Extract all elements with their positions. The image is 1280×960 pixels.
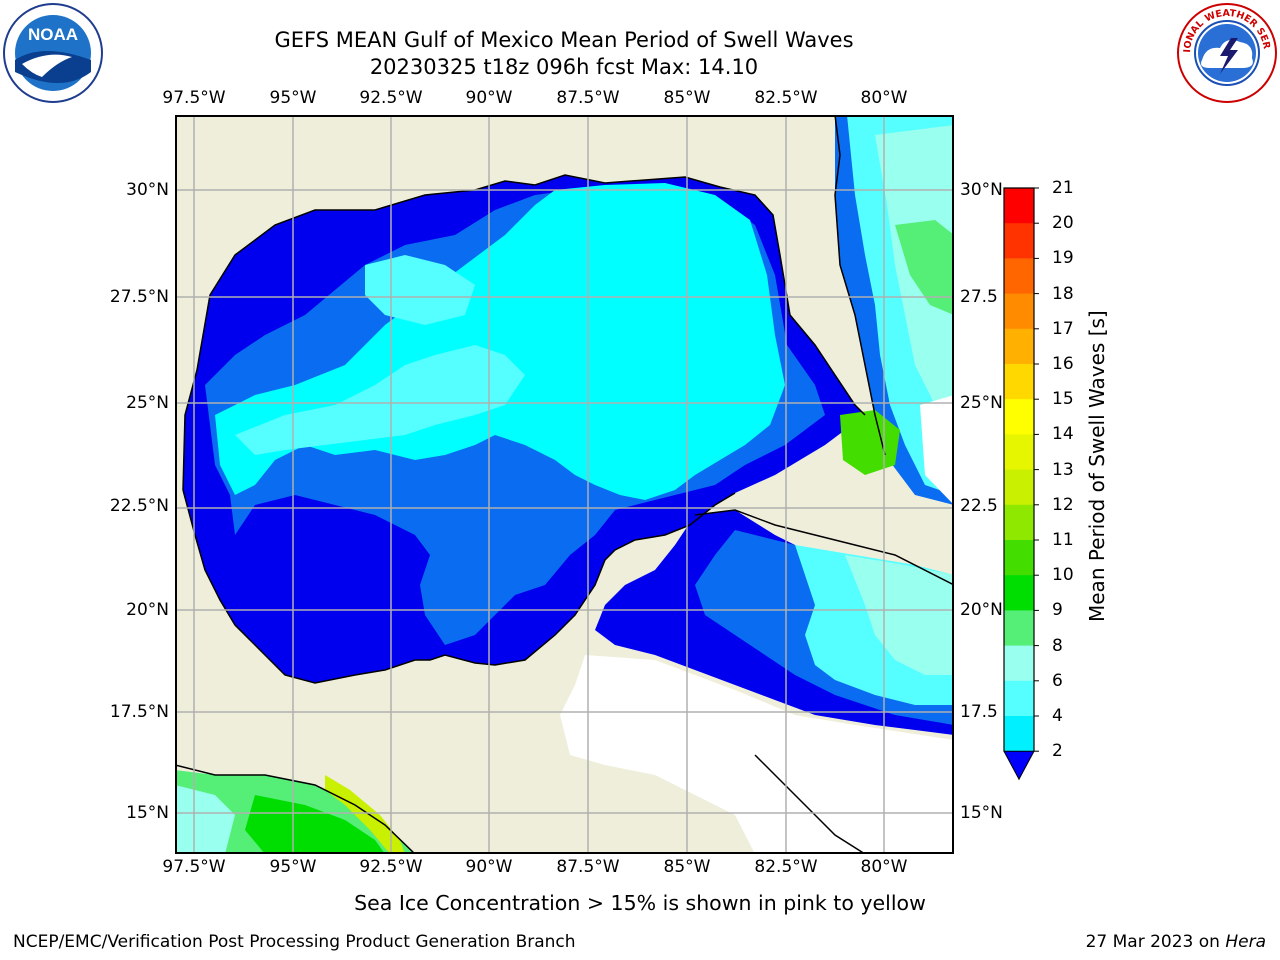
colorbar-swatch <box>1004 258 1034 295</box>
pacific-swell-yellow <box>325 775 405 854</box>
atlantic-swell-green <box>895 220 954 315</box>
lat-label-left-30: 30°N <box>126 180 169 200</box>
colorbar-label: 12 <box>1052 494 1074 515</box>
colorbar-swatch <box>1004 328 1034 365</box>
lon-label-top-92-5: 92.5°W <box>359 88 423 108</box>
colorbar-label: 4 <box>1052 706 1063 726</box>
footer-producer: NCEP/EMC/Verification Post Processing Pr… <box>13 932 576 952</box>
lat-label-right-20: 20°N <box>960 600 1003 620</box>
lon-label-bottom-95: 95°W <box>269 857 317 877</box>
lon-label-bottom-87-5: 87.5°W <box>556 857 620 877</box>
gulf-swell-cyan-light-2 <box>365 255 475 325</box>
lon-label-bottom-82-5: 82.5°W <box>754 857 818 877</box>
lat-label-left-15: 15°N <box>126 803 169 823</box>
lat-label-right-30: 30°N <box>960 180 1003 200</box>
lon-label-top-90: 90°W <box>465 88 513 108</box>
chart-subtitle: 20230325 t18z 096h fcst Max: 14.10 <box>369 55 759 79</box>
colorbar-swatch <box>1004 223 1034 259</box>
lon-label-bottom-85: 85°W <box>663 857 711 877</box>
lon-label-top-97-5: 97.5°W <box>162 88 226 108</box>
lon-label-bottom-92-5: 92.5°W <box>359 857 423 877</box>
map-frame <box>175 115 954 854</box>
colorbar-label: 8 <box>1052 635 1063 656</box>
colorbar-swatch <box>1004 575 1034 611</box>
lat-label-left-20: 20°N <box>126 600 169 620</box>
lon-label-bottom-80: 80°W <box>860 857 908 877</box>
lon-label-bottom-97-5: 97.5°W <box>162 857 226 877</box>
graticule <box>175 115 954 854</box>
pacific-swell-green <box>245 795 385 854</box>
lat-label-left-25: 25°N <box>126 393 169 413</box>
atlantic-no-data <box>920 395 954 505</box>
map-panel <box>175 115 954 854</box>
colorbar-label: 9 <box>1052 600 1063 621</box>
noaa-logo-text: NOAA <box>28 25 78 44</box>
colorbar-label: 17 <box>1052 318 1074 339</box>
colorbar-label: 14 <box>1052 424 1074 445</box>
lat-label-right-25: 25°N <box>960 393 1003 413</box>
colorbar-svg <box>1003 187 1039 781</box>
lon-label-top-95: 95°W <box>269 88 317 108</box>
colorbar <box>1000 186 1040 786</box>
lat-label-right-22-5: 22.5 <box>960 496 998 516</box>
colorbar-label: 6 <box>1052 670 1063 691</box>
colorbar-label: 21 <box>1052 178 1074 198</box>
sea-ice-note-text: Sea Ice Concentration > 15% is shown in … <box>354 891 926 915</box>
map-svg <box>175 115 954 854</box>
lon-label-top-82-5: 82.5°W <box>754 88 818 108</box>
colorbar-label: 19 <box>1052 248 1074 269</box>
colorbar-swatch <box>1004 680 1034 717</box>
colorbar-label: 20 <box>1052 213 1074 234</box>
colorbar-swatch <box>1004 188 1034 224</box>
colorbar-swatch <box>1004 610 1034 647</box>
colorbar-swatch <box>1004 645 1034 682</box>
colorbar-label: 2 <box>1052 741 1063 762</box>
lon-label-bottom-90: 90°W <box>465 857 513 877</box>
pacific-swell-light <box>175 785 235 854</box>
noaa-logo: NOAA <box>2 2 104 104</box>
lat-label-right-17-5: 17.5 <box>960 702 998 722</box>
lat-label-right-27-5: 27.5 <box>960 287 998 307</box>
gulf-swell-cyan-light <box>235 345 525 455</box>
footer-host: Hera <box>1225 932 1266 952</box>
colorbar-label: 11 <box>1052 530 1074 550</box>
colorbar-extend-arrow <box>1003 750 1035 781</box>
lat-label-left-22-5: 22.5°N <box>109 496 169 516</box>
colorbar-swatch <box>1004 399 1034 435</box>
footer-date-text: 27 Mar 2023 on <box>1085 932 1226 952</box>
colorbar-title: Mean Period of Swell Waves [s] <box>1085 310 1109 622</box>
lat-label-left-27-5: 27.5°N <box>109 287 169 307</box>
colorbar-swatch <box>1004 540 1034 576</box>
nws-logo: NATIONAL WEATHER SERVICE <box>1172 0 1278 104</box>
colorbar-label: 10 <box>1052 565 1074 586</box>
bahamas-swell-green <box>840 410 900 475</box>
lon-label-top-87-5: 87.5°W <box>556 88 620 108</box>
footer-date: 27 Mar 2023 on Hera <box>1086 932 1266 952</box>
colorbar-label: 16 <box>1052 354 1074 374</box>
sea-ice-note: Sea Ice Concentration > 15% is shown in … <box>0 891 1280 915</box>
caribbean-no-data <box>560 655 954 854</box>
colorbar-label: 15 <box>1052 389 1074 410</box>
coastlines <box>175 115 954 854</box>
lon-label-top-80: 80°W <box>860 88 908 108</box>
colorbar-swatch <box>1004 293 1034 330</box>
colorbar-label: 18 <box>1052 283 1074 304</box>
colorbar-swatch <box>1004 469 1034 506</box>
colorbar-swatch <box>1004 504 1034 541</box>
colorbar-swatch <box>1004 434 1034 471</box>
colorbar-swatch <box>1004 716 1034 752</box>
lat-label-left-17-5: 17.5°N <box>109 702 169 722</box>
colorbar-label: 13 <box>1052 459 1074 480</box>
chart-title: GEFS MEAN Gulf of Mexico Mean Period of … <box>274 28 854 52</box>
lat-label-right-15: 15°N <box>960 803 1003 823</box>
colorbar-swatch <box>1004 364 1034 400</box>
lon-label-top-85: 85°W <box>663 88 711 108</box>
caribbean-swell-light <box>845 555 954 675</box>
